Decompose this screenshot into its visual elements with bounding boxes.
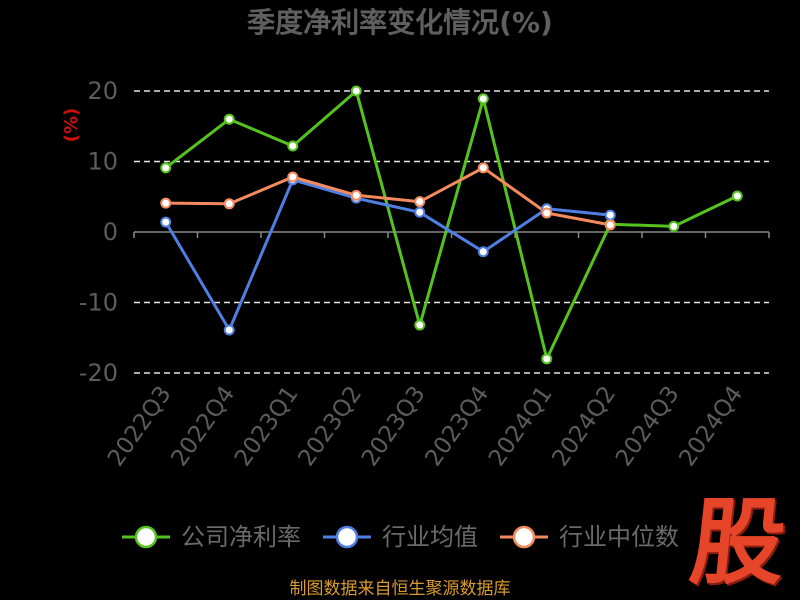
data-point (160, 197, 172, 209)
legend-marker-blue-icon (323, 525, 371, 549)
x-tick-label: 2023Q2 (294, 382, 368, 472)
x-tick-label: 2023Q4 (421, 382, 495, 472)
y-tick-label: 20 (87, 77, 118, 105)
data-point (160, 216, 172, 228)
legend-marker-orange-icon (500, 525, 548, 549)
data-point (350, 85, 362, 97)
data-point (223, 324, 235, 336)
legend-item-industry-mean[interactable]: 行业均值 (322, 522, 478, 552)
legend-item-industry-median[interactable]: 行业中位数 (499, 522, 679, 552)
data-point (223, 113, 235, 125)
series-lines (164, 89, 738, 361)
data-point (604, 209, 616, 221)
data-point (287, 140, 299, 152)
data-point (350, 189, 362, 201)
series-markers (160, 85, 743, 365)
legend-item-company-net-margin[interactable]: 公司净利率 (121, 522, 301, 552)
legend-label: 行业均值 (382, 523, 478, 551)
series-line-2 (165, 166, 611, 227)
series-line-0 (164, 89, 738, 361)
data-point (541, 207, 553, 219)
y-tick-label: 0 (103, 218, 118, 246)
legend-marker-green-icon (122, 525, 170, 549)
data-point (477, 246, 489, 258)
data-point (287, 171, 299, 183)
brand-logo: 股 (685, 489, 791, 598)
legend-label: 行业中位数 (559, 523, 679, 551)
data-point (604, 219, 616, 231)
x-tick-label: 2024Q3 (611, 382, 685, 472)
x-tick-label: 2024Q4 (675, 382, 749, 472)
x-tick-label: 2024Q2 (548, 382, 622, 472)
x-tick-label: 2024Q1 (484, 382, 558, 472)
y-tick-label: 10 (87, 148, 118, 176)
data-point (223, 198, 235, 210)
y-tick-label: -10 (79, 289, 118, 317)
y-tick-label: -20 (79, 359, 118, 387)
data-source-footer: 制图数据来自恒生聚源数据库 (289, 579, 511, 599)
data-point (477, 162, 489, 174)
x-tick-label: 2022Q4 (167, 382, 241, 472)
x-tick-label: 2023Q3 (357, 382, 431, 472)
data-point (414, 319, 426, 331)
data-point (731, 190, 743, 202)
data-point (414, 206, 426, 218)
chart-title: 季度净利率变化情况(%) (247, 6, 553, 39)
data-point (541, 353, 553, 365)
x-tick-label: 2023Q1 (230, 382, 304, 472)
data-point (160, 162, 172, 174)
series-line-1 (164, 178, 611, 332)
data-point (414, 196, 426, 208)
legend-label: 公司净利率 (181, 523, 301, 551)
x-tick-label: 2022Q3 (103, 382, 177, 472)
data-point (668, 220, 680, 232)
data-point (477, 93, 489, 105)
